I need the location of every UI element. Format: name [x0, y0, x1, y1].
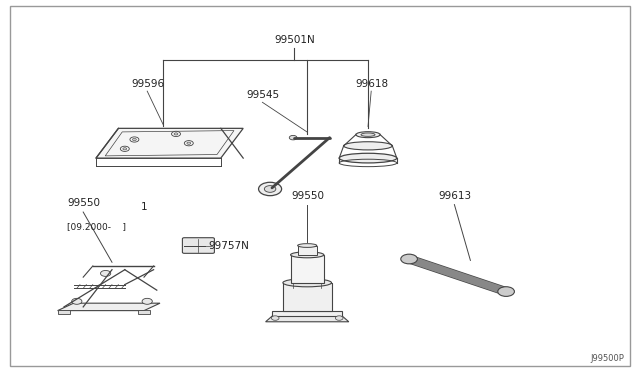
Circle shape [100, 270, 111, 276]
Circle shape [264, 186, 276, 192]
Ellipse shape [291, 252, 324, 258]
Circle shape [187, 142, 191, 144]
Circle shape [335, 316, 343, 320]
Polygon shape [96, 128, 243, 158]
Text: 99757N: 99757N [208, 241, 249, 250]
Circle shape [132, 138, 136, 141]
Text: 99545: 99545 [246, 90, 280, 100]
Bar [138, 310, 150, 314]
Text: 99550: 99550 [291, 191, 324, 201]
Bar [291, 255, 324, 283]
Polygon shape [58, 303, 160, 311]
Bar [298, 246, 317, 255]
Circle shape [172, 131, 180, 137]
Ellipse shape [361, 133, 375, 137]
Circle shape [184, 141, 193, 146]
Circle shape [130, 137, 139, 142]
Text: J99500P: J99500P [590, 354, 624, 363]
Text: [09.2000-    ]: [09.2000- ] [67, 222, 126, 231]
Circle shape [271, 316, 279, 320]
Circle shape [174, 133, 178, 135]
Text: 99613: 99613 [438, 191, 472, 201]
Ellipse shape [339, 153, 397, 163]
Polygon shape [272, 311, 342, 316]
Circle shape [120, 146, 129, 151]
FancyBboxPatch shape [182, 238, 214, 253]
Circle shape [259, 182, 282, 196]
Ellipse shape [298, 244, 317, 247]
Ellipse shape [283, 279, 332, 287]
Bar [58, 310, 70, 314]
Circle shape [498, 287, 515, 296]
Bar [283, 283, 332, 311]
Circle shape [123, 148, 127, 150]
Ellipse shape [356, 132, 380, 138]
Polygon shape [266, 316, 349, 322]
Circle shape [289, 135, 297, 140]
Circle shape [72, 298, 82, 304]
Circle shape [401, 254, 417, 264]
Text: 99596: 99596 [131, 79, 164, 89]
Circle shape [142, 298, 152, 304]
Text: 1: 1 [141, 202, 147, 212]
Text: 99550: 99550 [67, 198, 100, 208]
Text: 99501N: 99501N [274, 35, 315, 45]
Text: 99618: 99618 [355, 79, 388, 89]
Ellipse shape [344, 142, 392, 150]
